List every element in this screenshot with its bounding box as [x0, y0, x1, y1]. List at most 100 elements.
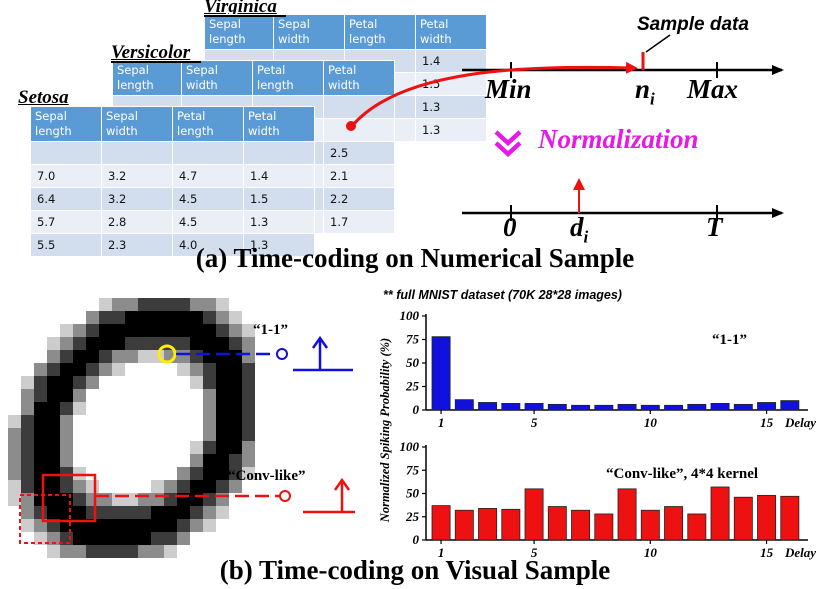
mnist-pixel [34, 363, 47, 376]
x-tick-label: 5 [531, 545, 538, 560]
table-setosa-title: Setosa [18, 87, 69, 108]
y-tick-label: 50 [406, 355, 420, 370]
mnist-pixel [242, 441, 255, 454]
mnist-pixel [242, 376, 255, 389]
normalization-label: Normalization [538, 124, 699, 154]
mnist-pixel [86, 363, 99, 376]
mnist-pixel [21, 389, 34, 402]
title-rule-virginica [204, 15, 286, 17]
axis-di-main: d [570, 212, 584, 242]
column-header: Sepal length [30, 106, 102, 142]
mnist-pixel [47, 337, 60, 350]
bar [454, 509, 474, 541]
table-cell: 3.2 [101, 187, 173, 211]
axis-min-label: Min [485, 74, 532, 104]
mnist-pixel [47, 532, 60, 545]
table-cell: 4.5 [172, 187, 244, 211]
mnist-pixel [216, 311, 229, 324]
mnist-pixel [151, 545, 164, 558]
mnist-pixel [47, 350, 60, 363]
mnist-pixel [86, 350, 99, 363]
mnist-pixel [86, 532, 99, 545]
table-cell [30, 141, 102, 165]
mnist-pixel [203, 363, 216, 376]
mnist-pixel [203, 506, 216, 519]
table-cell: 1.3 [243, 210, 315, 234]
mnist-pixel [34, 376, 47, 389]
mnist-pixel [99, 337, 112, 350]
sample-source-dot [346, 121, 356, 131]
mnist-pixel [203, 415, 216, 428]
link-end-conv [279, 490, 291, 502]
mnist-pixel [229, 441, 242, 454]
mnist-pixel [21, 506, 34, 519]
mnist-pixel [34, 415, 47, 428]
mnist-pixel [99, 363, 112, 376]
mnist-pixel [229, 415, 242, 428]
mnist-pixel [21, 441, 34, 454]
mnist-pixel [73, 467, 86, 480]
mnist-pixel [125, 519, 138, 532]
mnist-pixel [60, 532, 73, 545]
mnist-pixel [164, 545, 177, 558]
bar [780, 400, 800, 411]
mnist-pixel [86, 311, 99, 324]
mnist-pixel [60, 454, 73, 467]
mnist-pixel [34, 454, 47, 467]
table-row: 7.0 3.2 4.7 1.4 [30, 164, 315, 188]
mnist-pixel [86, 376, 99, 389]
mnist-pixel [151, 480, 164, 493]
y-tick-label: 100 [400, 439, 420, 454]
mnist-pixel [164, 519, 177, 532]
mnist-pixel [99, 324, 112, 337]
table-cell: 2.8 [101, 210, 173, 234]
y-tick-label: 25 [405, 379, 420, 394]
bar [757, 494, 777, 541]
mnist-pixel [216, 480, 229, 493]
mnist-pixel [203, 376, 216, 389]
bar [478, 507, 498, 541]
mnist-pixel [138, 324, 151, 337]
mnist-pixel [8, 493, 21, 506]
y-axis-label: Normalized Spiking Probability (%) [378, 338, 392, 523]
mnist-pixel [203, 298, 216, 311]
label-conv-like: “Conv-like” [228, 468, 306, 484]
axis-zero-label: 0 [503, 212, 517, 242]
x-tick-label: 1 [438, 415, 445, 430]
mnist-pixel [203, 519, 216, 532]
x-tick-label: 15 [760, 415, 774, 430]
sample-data-label: Sample data [637, 14, 749, 35]
column-header: Petal width [323, 60, 395, 96]
mnist-pixel [190, 376, 203, 389]
mnist-pixel [216, 428, 229, 441]
table-cell [323, 118, 395, 142]
axis-ni-main: n [635, 74, 651, 104]
mnist-pixel [242, 415, 255, 428]
mnist-pixel [216, 324, 229, 337]
mnist-pixel [47, 506, 60, 519]
mnist-pixel [138, 532, 151, 545]
mnist-pixel [21, 519, 34, 532]
mnist-pixel [190, 337, 203, 350]
sample-pointer-line [645, 34, 671, 53]
mnist-pixel [177, 363, 190, 376]
mnist-pixel [47, 493, 60, 506]
column-header: Sepal width [101, 106, 173, 142]
column-header: Sepal width [181, 60, 253, 96]
mnist-pixel [216, 337, 229, 350]
table-cell: 6.4 [30, 187, 102, 211]
column-header: Sepal length [204, 14, 274, 50]
x-tick-label: 1 [438, 545, 445, 560]
bar [733, 496, 753, 541]
mnist-pixel [21, 428, 34, 441]
mnist-pixel [86, 545, 99, 558]
pixel-marker-1-1 [157, 344, 177, 364]
mnist-pixel [60, 545, 73, 558]
mnist-pixel [125, 350, 138, 363]
mnist-pixel [216, 376, 229, 389]
bar [594, 513, 614, 541]
mnist-pixel [21, 493, 34, 506]
mnist-pixel [99, 311, 112, 324]
y-tick-label: 0 [413, 402, 420, 417]
table-cell: 3.2 [101, 164, 173, 188]
